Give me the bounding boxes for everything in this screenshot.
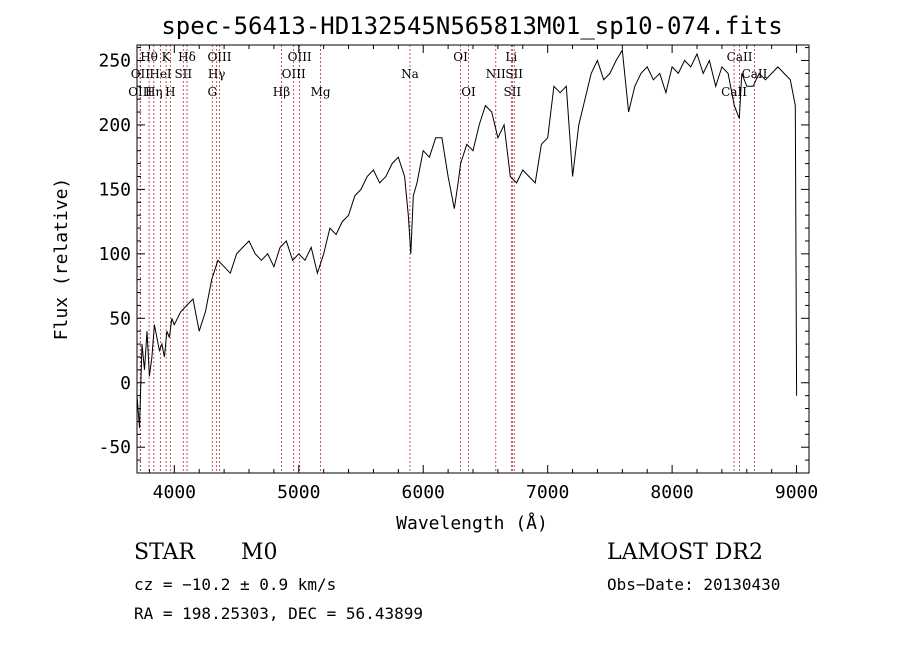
line-label: H: [165, 85, 175, 99]
object-subclass: M0: [241, 540, 278, 565]
line-label: SII: [503, 85, 521, 99]
line-label: Hθ: [140, 50, 158, 64]
line-label: OII: [131, 67, 151, 81]
line-label: OIII: [288, 50, 312, 64]
chart-title: spec-56413-HD132545N565813M01_sp10-074.f…: [161, 12, 782, 40]
line-label: CaII: [727, 50, 753, 64]
line-label: HeI: [149, 67, 172, 81]
line-label: NII: [486, 67, 506, 81]
survey-name: LAMOST DR2: [607, 540, 763, 565]
observation-date: Obs−Date: 20130430: [607, 575, 781, 594]
y-tick-label: 150: [98, 179, 131, 200]
y-axis-label: Flux (relative): [51, 178, 72, 341]
line-label: SII: [505, 67, 523, 81]
line-label: Hγ: [208, 67, 226, 81]
x-tick-label: 8000: [650, 482, 693, 503]
line-label: CaII: [742, 67, 768, 81]
y-axis-ticks: -50 0 50 100 150 200 250: [98, 47, 809, 461]
y-tick-label: 200: [98, 115, 131, 136]
line-label: K: [162, 50, 172, 64]
x-axis-ticks: 4000 5000 6000 7000 8000 9000: [148, 45, 818, 503]
spectrum-series-line: [136, 48, 798, 428]
line-label: SII: [174, 67, 192, 81]
line-label: G: [207, 85, 217, 99]
y-tick-label: -50: [98, 437, 131, 458]
x-tick-label: 4000: [153, 482, 196, 503]
line-label: OI: [453, 50, 468, 64]
line-label: OIII: [207, 50, 231, 64]
line-label: Mg: [311, 85, 331, 99]
y-tick-label: 100: [98, 244, 131, 265]
plot-frame: [136, 44, 810, 474]
y-tick-label: 0: [120, 373, 131, 394]
object-class: STAR: [134, 540, 195, 565]
line-label: Hδ: [178, 50, 196, 64]
line-label: OIII: [282, 67, 306, 81]
x-axis-label: Wavelength (Å): [396, 512, 548, 534]
line-label: CaII: [721, 85, 747, 99]
emission-line-markers: [139, 45, 755, 473]
x-tick-label: 7000: [526, 482, 569, 503]
x-tick-label: 9000: [775, 482, 818, 503]
line-label: Hβ: [273, 85, 290, 99]
line-label: Na: [401, 67, 419, 81]
x-tick-label: 6000: [402, 482, 445, 503]
redshift-velocity: cz = −10.2 ± 0.9 km/s: [134, 575, 337, 594]
x-tick-label: 5000: [277, 482, 320, 503]
line-label: OI: [461, 85, 476, 99]
line-label: Li: [505, 50, 517, 64]
y-tick-label: 250: [98, 50, 131, 71]
y-tick-label: 50: [109, 308, 131, 329]
line-label: OIII: [128, 85, 152, 99]
coordinates: RA = 198.25303, DEC = 56.43899: [134, 604, 423, 623]
line-label: Hη: [145, 85, 163, 99]
